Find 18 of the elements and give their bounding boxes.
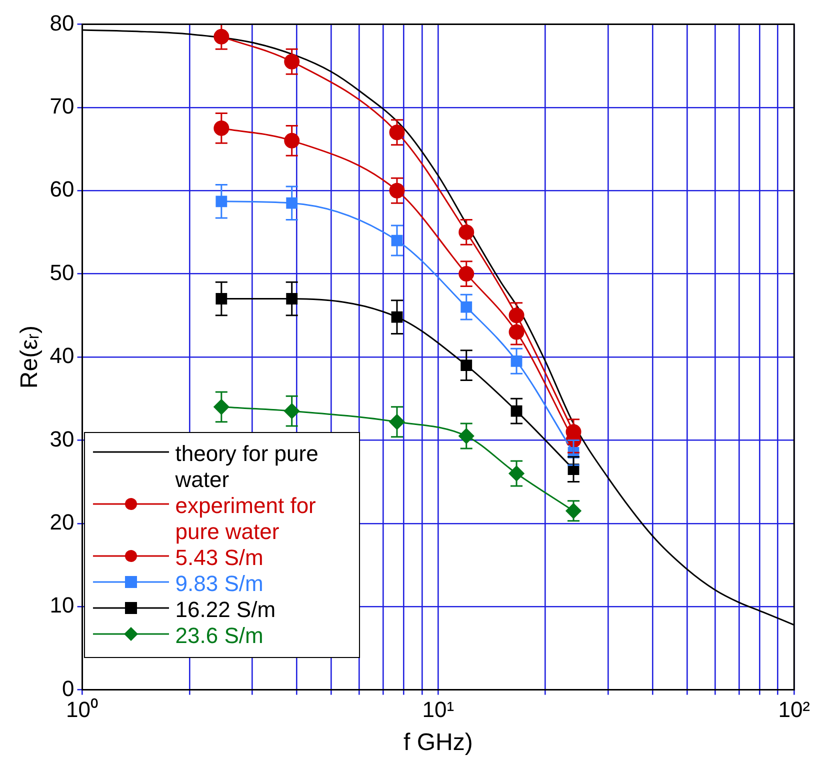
y-tick-label: 60 — [50, 176, 74, 202]
legend-label: theory for pure water — [175, 440, 320, 493]
legend-label: 9.83 S/m — [175, 570, 264, 597]
y-tick-label: 10 — [50, 592, 74, 618]
y-tick-label: 50 — [50, 260, 74, 285]
x-tick-label: 10² — [778, 697, 810, 722]
legend-label: 23.6 S/m — [175, 622, 264, 649]
x-axis-title: f GHz) — [404, 729, 473, 756]
y-tick-label: 20 — [50, 509, 74, 534]
y-tick-label: 30 — [50, 426, 74, 452]
x-tick-label: 10¹ — [422, 697, 454, 722]
y-tick-label: 80 — [50, 10, 74, 36]
legend-label: 5.43 S/m — [175, 544, 264, 571]
legend-label: experiment for pure water — [175, 492, 317, 545]
y-tick-label: 70 — [50, 93, 74, 118]
legend-label: 16.22 S/m — [175, 596, 276, 623]
y-tick-label: 40 — [50, 343, 74, 368]
y-axis-title: Re(εᵣ) — [16, 325, 44, 389]
